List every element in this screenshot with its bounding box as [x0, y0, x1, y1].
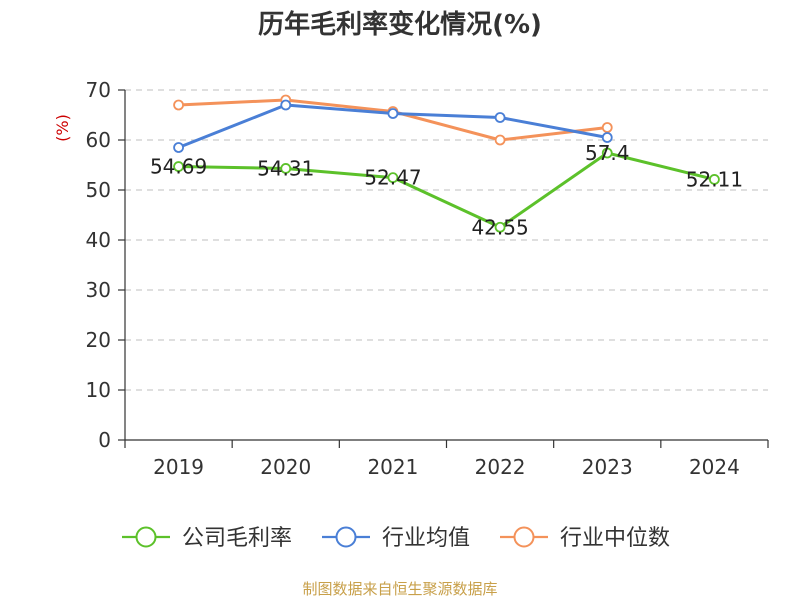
- chart-title: 历年毛利率变化情况(%): [258, 10, 542, 40]
- y-tick-label: 50: [86, 178, 111, 202]
- x-tick-label: 2020: [260, 455, 311, 479]
- y-tick-label: 20: [86, 328, 111, 352]
- data-point: [601, 132, 613, 143]
- y-tick-label: 40: [86, 228, 111, 252]
- data-label: 52.47: [364, 166, 421, 190]
- y-tick-label: 70: [86, 78, 111, 102]
- data-label: 54.31: [257, 156, 314, 180]
- source-note: 制图数据来自恒生聚源数据库: [302, 580, 498, 598]
- legend-label: 行业中位数: [560, 526, 670, 551]
- legend-marker: [135, 526, 157, 548]
- legend-label: 行业均值: [382, 526, 470, 551]
- data-point: [173, 161, 184, 172]
- series-line-2: [178, 98, 608, 142]
- x-tick-label: 2022: [475, 455, 526, 479]
- legend-marker: [513, 526, 535, 548]
- data-point: [709, 174, 720, 185]
- data-labels: 54.69 54.31 52.47 42.55 57.4 52.11: [150, 141, 743, 239]
- legend-item-2[interactable]: 行业中位数: [500, 526, 670, 551]
- legend-item-0[interactable]: 公司毛利率: [122, 526, 292, 551]
- x-tick-label: 2024: [689, 455, 740, 479]
- x-tick-label: 2023: [582, 455, 633, 479]
- y-tick-label: 0: [98, 428, 111, 452]
- x-tick-label: 2019: [153, 455, 204, 479]
- series-line-0: [178, 151, 715, 229]
- data-point: [280, 163, 292, 174]
- data-point: [494, 112, 506, 123]
- data-label: 54.69: [150, 155, 207, 179]
- data-point: [601, 147, 613, 159]
- legend[interactable]: 公司毛利率 行业均值 行业中位数: [122, 526, 670, 551]
- data-point: [173, 99, 184, 111]
- data-label: 42.55: [471, 215, 528, 239]
- grid-lines: [125, 89, 768, 391]
- y-tick-label: 10: [86, 378, 111, 402]
- y-tick-label: 60: [86, 128, 111, 152]
- x-tick-label: 2021: [367, 455, 418, 479]
- data-point: [494, 221, 506, 233]
- legend-item-1[interactable]: 行业均值: [322, 526, 470, 551]
- data-point: [173, 142, 184, 153]
- data-label: 52.11: [686, 167, 743, 191]
- series-lines: [173, 94, 720, 233]
- y-axis-label: (%): [53, 114, 72, 142]
- y-tick-label: 30: [86, 278, 111, 302]
- legend-label: 公司毛利率: [182, 526, 292, 551]
- axes: 0 10 20 30 40 50 60 70 2019 2020 2021 2022 2023 2024 (…: [53, 78, 769, 479]
- legend-marker: [335, 526, 357, 548]
- data-point: [601, 122, 613, 133]
- data-point: [387, 108, 399, 119]
- data-point: [280, 99, 292, 111]
- data-label: 57.4: [585, 141, 630, 165]
- data-point: [387, 172, 399, 184]
- data-point: [494, 134, 506, 146]
